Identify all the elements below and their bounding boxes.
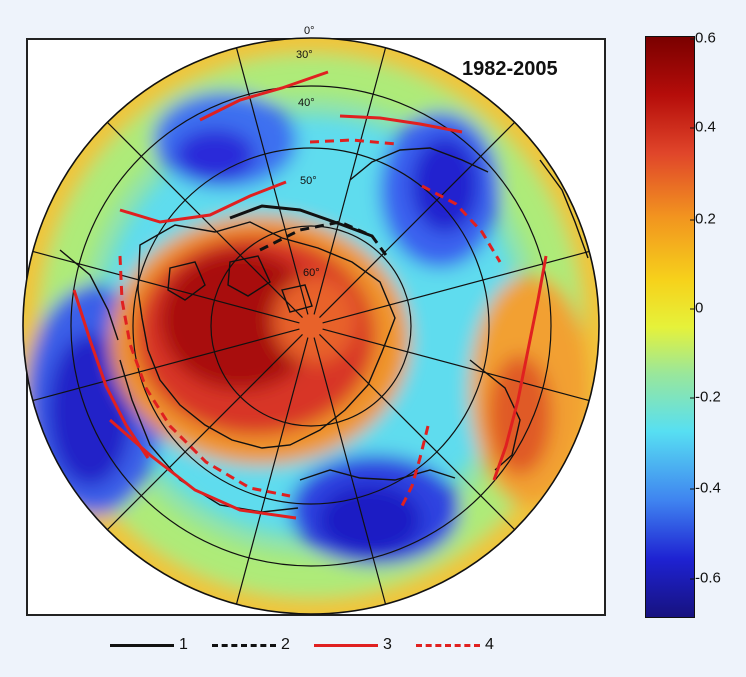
lat-label-50: 50° <box>300 175 317 187</box>
latitude-circle <box>132 147 490 505</box>
lat-label-30: 30° <box>296 49 313 61</box>
latitude-circle <box>70 85 552 567</box>
legend-swatch <box>110 643 174 647</box>
legend-swatch <box>314 643 378 647</box>
legend-label: 3 <box>383 636 392 653</box>
meridian-line <box>106 121 303 318</box>
lat-label-0: 0° <box>304 25 315 37</box>
trajectory-3-south <box>109 418 297 520</box>
colorbar-tick: 0 <box>689 299 704 317</box>
colorbar-tick: -0.4 <box>690 479 721 497</box>
trajectory-3-northeast <box>199 70 329 122</box>
graticule <box>22 37 600 615</box>
colorbar <box>645 36 695 618</box>
trajectory-4-southeast <box>400 425 430 507</box>
legend-item-2: 2 <box>212 636 290 654</box>
trajectory-3-east-side <box>492 255 548 481</box>
trajectory-4-northeast <box>421 184 502 263</box>
legend-item-1: 1 <box>110 636 188 654</box>
legend-swatch <box>212 643 276 647</box>
legend-label: 1 <box>179 636 188 653</box>
legend: 1 2 3 4 <box>110 636 530 660</box>
latitude-circle <box>210 225 412 427</box>
trajectory-3-north <box>119 180 287 224</box>
period-title: 1982-2005 <box>462 58 558 80</box>
meridian-line <box>313 337 387 605</box>
meridian-line <box>32 328 300 402</box>
meridian-line <box>106 334 303 531</box>
latitude-circle <box>22 37 600 615</box>
meridian-line <box>319 121 516 318</box>
meridian-line <box>319 334 516 531</box>
meridian-line <box>235 47 309 315</box>
lat-label-40: 40° <box>298 97 315 109</box>
trajectory-4-arc <box>118 255 291 498</box>
colorbar-tick: -0.2 <box>690 388 721 406</box>
trajectory-3-west <box>72 289 150 459</box>
legend-item-4: 4 <box>416 636 494 654</box>
lat-label-60: 60° <box>303 267 320 279</box>
colorbar-tick: 0.4 <box>690 118 716 136</box>
meridian-line <box>313 47 387 315</box>
colorbar-tick: 0.6 <box>690 29 716 47</box>
legend-swatch <box>416 643 480 647</box>
colorbar-tick: 0.2 <box>690 210 716 228</box>
trajectory-lines <box>72 70 548 520</box>
legend-item-3: 3 <box>314 636 392 654</box>
legend-label: 2 <box>281 636 290 653</box>
meridian-line <box>322 328 590 402</box>
meridian-line <box>235 337 309 605</box>
legend-label: 4 <box>485 636 494 653</box>
meridian-line <box>32 250 300 324</box>
colorbar-tick: -0.6 <box>690 569 721 587</box>
trajectory-3-east <box>339 114 463 134</box>
